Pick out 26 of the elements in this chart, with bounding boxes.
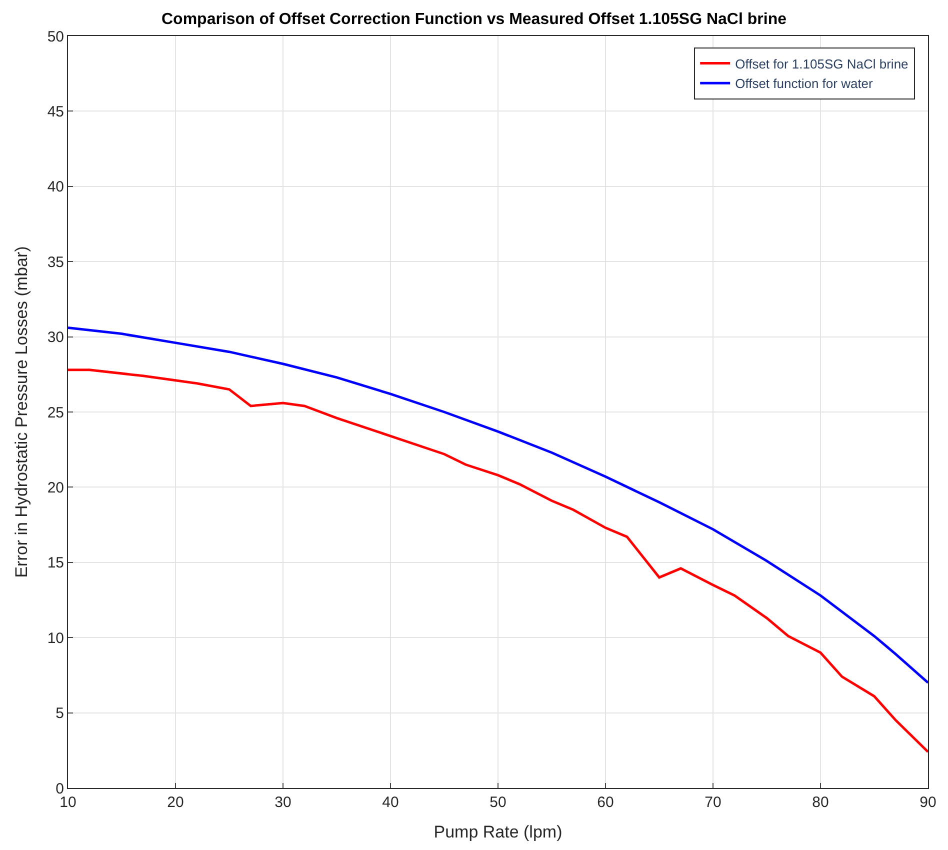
x-axis-title: Pump Rate (lpm) xyxy=(434,822,562,842)
y-tick-label: 30 xyxy=(47,329,64,346)
y-tick-label: 50 xyxy=(47,28,64,46)
x-tick-label: 80 xyxy=(812,794,829,811)
x-tick-label: 50 xyxy=(490,794,506,811)
legend-label: Offset function for water xyxy=(735,76,874,92)
x-tick-label: 30 xyxy=(274,794,292,811)
y-tick-label: 35 xyxy=(47,254,64,271)
y-tick-label: 0 xyxy=(56,780,64,798)
x-tick-label: 70 xyxy=(704,794,722,811)
y-tick-label: 10 xyxy=(47,630,64,647)
y-tick-label: 45 xyxy=(47,103,64,120)
y-tick-label: 20 xyxy=(47,479,64,496)
y-axis-title: Error in Hydrostatic Pressure Losses (mbar) xyxy=(12,246,31,578)
y-tick-label: 5 xyxy=(56,705,64,722)
x-tick-label: 60 xyxy=(597,794,614,811)
y-tick-label: 25 xyxy=(47,404,64,422)
line-series xyxy=(68,368,928,754)
chart-title: Comparison of Offset Correction Function vs Measured Offset 1.105SG NaCl brine xyxy=(161,10,787,28)
line-series xyxy=(68,326,928,684)
x-tick-label: 20 xyxy=(167,794,184,811)
x-tick-label: 90 xyxy=(920,794,936,811)
x-tick-label: 40 xyxy=(382,794,399,811)
y-tick-label: 40 xyxy=(47,178,64,196)
legend-label: Offset for 1.105SG NaCl brine xyxy=(735,56,908,72)
y-tick-label: 15 xyxy=(47,554,64,572)
